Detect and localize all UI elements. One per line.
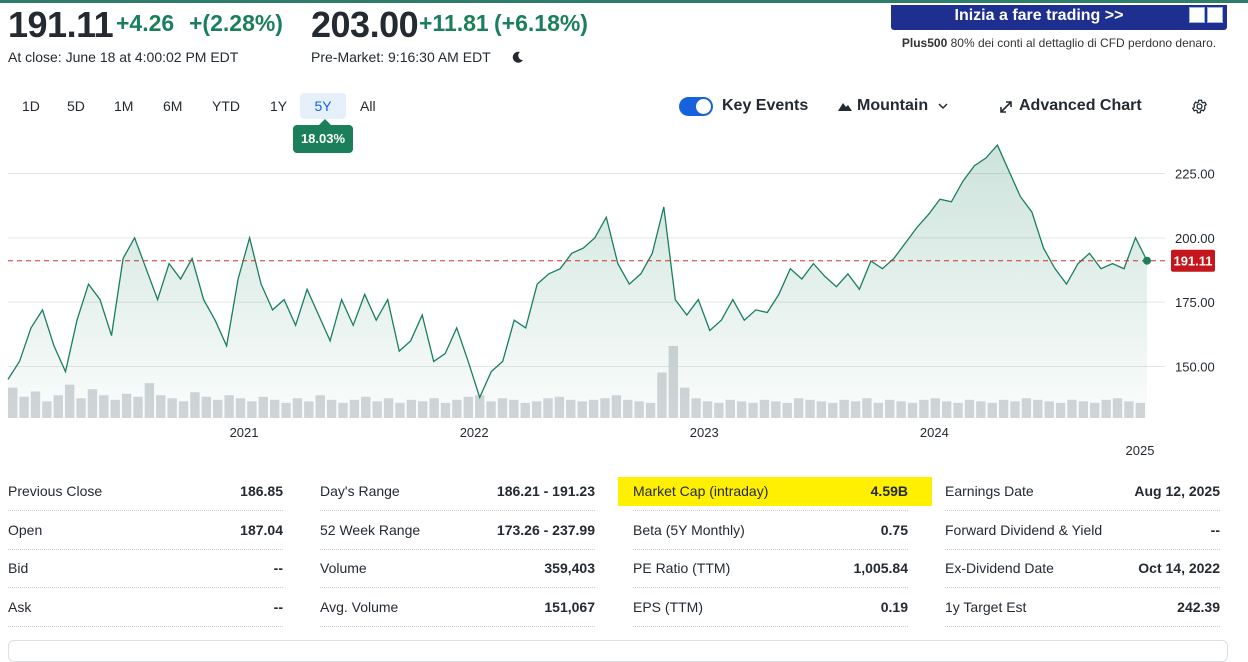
stat-label: Bid (8, 560, 29, 576)
stat-label: Open (8, 521, 43, 538)
top-accent-line (0, 0, 1248, 3)
highlight-market-cap (618, 477, 932, 506)
range-1d[interactable]: 1D (22, 98, 40, 114)
stat-value: -- (273, 560, 283, 576)
stat-row: Bid -- (8, 549, 283, 588)
stat-row: Ex-Dividend Date Oct 14, 2022 (945, 549, 1220, 588)
stat-value: 187.04 (240, 521, 283, 538)
y-tick-label: 200.00 (1175, 231, 1215, 246)
range-1m[interactable]: 1M (114, 98, 134, 114)
x-tick-label: 2024 (920, 425, 949, 440)
close-price: 191.11 (8, 4, 114, 45)
start-trading-button[interactable]: Inizia a fare trading >> (891, 5, 1227, 30)
stat-row: Previous Close 186.85 (8, 472, 283, 511)
range-ytd[interactable]: YTD (212, 98, 240, 114)
stat-label: 52 Week Range (320, 521, 421, 538)
bottom-card (8, 640, 1228, 662)
y-tick-label: 150.00 (1175, 360, 1215, 375)
range-5y[interactable]: 5Y (300, 93, 346, 119)
stat-row: Earnings Date Aug 12, 2025 (945, 472, 1220, 511)
stat-row: EPS (TTM) 0.19 (633, 588, 908, 627)
stat-row: Beta (5Y Monthly) 0.75 (633, 511, 908, 550)
y-tick-label: 175.00 (1175, 295, 1215, 310)
stat-value: 151,067 (544, 598, 595, 615)
stat-value: Oct 14, 2022 (1138, 560, 1220, 576)
key-events-toggle[interactable] (679, 97, 713, 116)
close-change: +4.26 (116, 10, 175, 36)
stat-value: 359,403 (544, 560, 595, 576)
chevron-down-icon[interactable] (938, 102, 948, 110)
range-1y[interactable]: 1Y (270, 98, 288, 114)
expand-icon[interactable] (999, 100, 1013, 114)
stat-label: Beta (5Y Monthly) (633, 521, 745, 538)
stat-row: Market Cap (intraday) 4.59B (633, 472, 908, 511)
stat-label: Previous Close (8, 483, 103, 499)
stat-label: PE Ratio (TTM) (633, 560, 731, 576)
stat-row: PE Ratio (TTM) 1,005.84 (633, 549, 908, 588)
stat-value: 0.19 (880, 598, 908, 615)
x-tick-label: 2021 (230, 425, 259, 440)
stat-label: 1y Target Est (945, 598, 1027, 615)
stat-label: Forward Dividend & Yield (945, 521, 1103, 538)
stat-value: 242.39 (1177, 598, 1220, 615)
stat-value: 186.85 (240, 483, 283, 499)
range-6m[interactable]: 6M (163, 98, 183, 114)
ad-close-icon[interactable] (1207, 7, 1223, 23)
premarket-change: +11.81 (419, 10, 489, 36)
stat-label: EPS (TTM) (633, 598, 703, 615)
stat-value: 173.26 - 237.99 (496, 521, 595, 538)
premarket-change-pct: (+6.18%) (494, 10, 588, 36)
x-tick-label: 2025 (1126, 443, 1155, 458)
stat-label: Ask (8, 598, 32, 615)
close-change-pct: +(2.28%) (189, 10, 283, 36)
x-tick-label: 2023 (690, 425, 719, 440)
stat-row: Open 187.04 (8, 511, 283, 550)
stat-value: 4.59B (870, 483, 908, 499)
stat-value: 186.21 - 191.23 (496, 483, 595, 499)
close-time: At close: June 18 at 4:00:02 PM EDT (8, 49, 239, 65)
period-return-badge: 18.03% (293, 119, 353, 153)
ad-info-icon[interactable] (1189, 7, 1205, 23)
mountain-icon (838, 103, 852, 111)
last-price-tag (1171, 249, 1215, 272)
stat-value: -- (1210, 521, 1220, 538)
stat-label: Avg. Volume (320, 598, 399, 615)
stat-value: 1,005.84 (853, 560, 909, 576)
ad-disclaimer: Plus500 80% dei conti al dettaglio di CF… (901, 36, 1217, 50)
stat-row: Day's Range 186.21 - 191.23 (320, 472, 595, 511)
stat-row: Forward Dividend & Yield -- (945, 511, 1220, 550)
key-events-label[interactable]: Key Events (722, 97, 809, 114)
stat-label: Volume (320, 560, 367, 576)
advanced-chart-button[interactable]: Advanced Chart (1019, 97, 1142, 114)
range-all[interactable]: All (360, 98, 376, 114)
stat-label: Ex-Dividend Date (945, 560, 1054, 576)
last-price-dot (1143, 256, 1151, 265)
chart-type-dropdown[interactable]: Mountain (857, 97, 929, 114)
moon-icon (512, 51, 523, 63)
advertisement[interactable]: Inizia a fare trading >> Plus500 80% dei… (891, 5, 1227, 61)
stat-value: -- (273, 598, 283, 615)
stat-row: Avg. Volume 151,067 (320, 588, 595, 627)
premarket-price: 203.00 (311, 4, 419, 45)
stat-row: Ask -- (8, 588, 283, 627)
stat-row: 1y Target Est 242.39 (945, 588, 1220, 627)
stat-label: Market Cap (intraday) (633, 483, 769, 499)
premarket-time: Pre-Market: 9:16:30 AM EDT (311, 49, 491, 65)
price-chart[interactable]: 225.00 200.00 175.00 150.00 2021 2022 2023 2024… (0, 0, 1248, 470)
stat-value: Aug 12, 2025 (1134, 483, 1220, 499)
stat-value: 0.75 (880, 521, 908, 538)
range-5d[interactable]: 5D (67, 98, 85, 114)
gear-icon[interactable] (1191, 98, 1208, 115)
y-tick-label: 225.00 (1175, 166, 1215, 181)
stat-label: Day's Range (320, 483, 400, 499)
price-area (8, 145, 1147, 418)
stat-row: Volume 359,403 (320, 549, 595, 588)
x-tick-label: 2022 (460, 425, 489, 440)
price-line (7, 143, 1148, 400)
last-price-label: 191.11 (1173, 254, 1212, 269)
stat-row: 52 Week Range 173.26 - 237.99 (320, 511, 595, 550)
stat-label: Earnings Date (945, 483, 1034, 499)
